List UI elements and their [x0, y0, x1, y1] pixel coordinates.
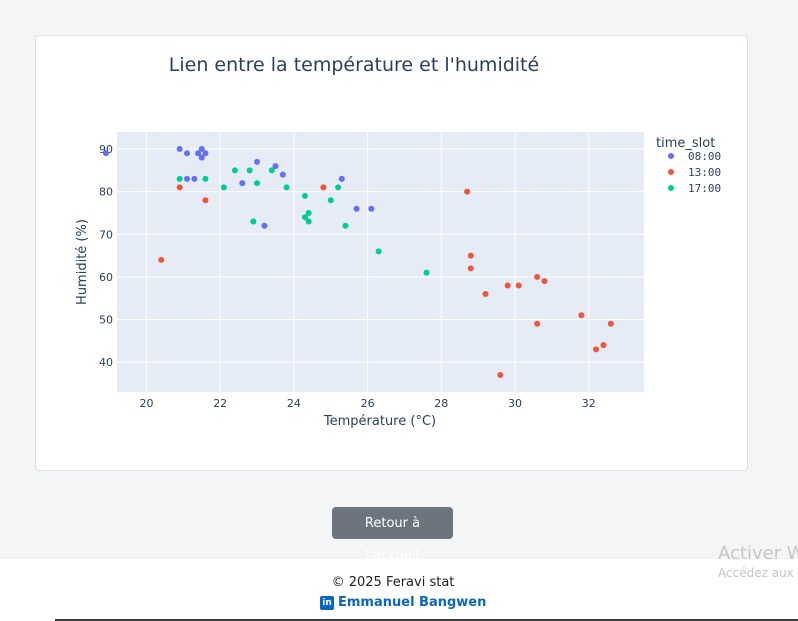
x-tick-label: 22 [213, 397, 227, 410]
scatter-point-13:00[interactable] [607, 320, 614, 327]
scatter-point-17:00[interactable] [231, 167, 238, 174]
scatter-point-08:00[interactable] [191, 175, 198, 182]
x-tick-label: 28 [434, 397, 448, 410]
grid-lines [117, 132, 644, 392]
legend-item[interactable]: 08:00 [688, 150, 721, 163]
x-tick-label: 20 [139, 397, 153, 410]
x-axis-label: Température (°C) [323, 414, 436, 429]
scatter-point-17:00[interactable] [268, 167, 275, 174]
scatter-point-13:00[interactable] [497, 371, 504, 378]
scatter-point-13:00[interactable] [464, 188, 471, 195]
scatter-point-08:00[interactable] [338, 175, 345, 182]
legend-item[interactable]: 13:00 [688, 166, 721, 179]
legend[interactable]: time_slot 08:00 13:00 17:00 [656, 136, 721, 195]
legend-marker [668, 185, 674, 191]
scatter-point-08:00[interactable] [195, 150, 202, 157]
scatter-point-13:00[interactable] [534, 273, 541, 280]
scatter-point-08:00[interactable] [261, 222, 268, 229]
chart-title: Lien entre la température et l'humidité [169, 54, 539, 76]
scatter-point-17:00[interactable] [250, 218, 257, 225]
scatter-point-13:00[interactable] [176, 184, 183, 191]
y-tick-label: 40 [99, 356, 113, 369]
x-tick-label: 26 [361, 397, 375, 410]
scatter-point-13:00[interactable] [467, 252, 474, 259]
x-tick-label: 32 [582, 397, 596, 410]
scatter-point-08:00[interactable] [176, 146, 183, 153]
author-link[interactable]: in Emmanuel Bangwen [320, 595, 486, 610]
scatter-point-08:00[interactable] [368, 205, 375, 212]
y-axis-ticks: 40 50 60 70 80 90 [99, 143, 113, 369]
scatter-point-17:00[interactable] [305, 218, 312, 225]
watermark-line-2: Accédez aux [718, 566, 794, 580]
y-tick-label: 70 [99, 228, 113, 241]
legend-item[interactable]: 17:00 [688, 182, 721, 195]
plot-area [117, 132, 644, 392]
author-name: Emmanuel Bangwen [338, 595, 487, 610]
scatter-point-13:00[interactable] [467, 265, 474, 272]
scatter-point-13:00[interactable] [202, 197, 209, 204]
chart-card: Lien entre la température et l'humidité … [35, 35, 748, 471]
scatter-point-17:00[interactable] [301, 192, 308, 199]
scatter-point-17:00[interactable] [220, 184, 227, 191]
data-points [102, 146, 614, 378]
y-tick-label: 80 [99, 186, 113, 199]
scatter-point-17:00[interactable] [246, 167, 253, 174]
scatter-point-08:00[interactable] [254, 158, 261, 165]
back-home-button[interactable]: Retour à l'accueil [332, 507, 453, 563]
copyright-text: © 2025 Feravi stat [331, 575, 455, 590]
taskbar-edge [55, 619, 798, 621]
scatter-point-13:00[interactable] [482, 290, 489, 297]
scatter-chart: Lien entre la température et l'humidité … [75, 54, 721, 429]
scatter-point-08:00[interactable] [272, 163, 279, 170]
x-axis-ticks: 20 22 24 26 28 30 32 [139, 397, 595, 410]
scatter-point-08:00[interactable] [184, 175, 191, 182]
scatter-point-08:00[interactable] [102, 150, 109, 157]
scatter-point-13:00[interactable] [158, 256, 165, 263]
y-axis-label: Humidité (%) [75, 219, 90, 305]
scatter-point-13:00[interactable] [534, 320, 541, 327]
scatter-point-17:00[interactable] [176, 175, 183, 182]
scatter-point-17:00[interactable] [375, 248, 382, 255]
scatter-point-17:00[interactable] [254, 180, 261, 187]
scatter-point-08:00[interactable] [198, 154, 205, 161]
scatter-point-17:00[interactable] [342, 222, 349, 229]
scatter-point-17:00[interactable] [327, 197, 334, 204]
y-tick-label: 50 [99, 314, 113, 327]
scatter-point-13:00[interactable] [515, 282, 522, 289]
scatter-point-13:00[interactable] [541, 278, 548, 285]
scatter-point-13:00[interactable] [504, 282, 511, 289]
scatter-point-17:00[interactable] [283, 184, 290, 191]
scatter-point-17:00[interactable] [202, 175, 209, 182]
scatter-point-08:00[interactable] [239, 180, 246, 187]
scatter-point-13:00[interactable] [578, 312, 585, 319]
legend-marker [668, 169, 674, 175]
legend-marker [668, 153, 674, 159]
scatter-point-13:00[interactable] [600, 342, 607, 349]
scatter-point-08:00[interactable] [184, 150, 191, 157]
scatter-point-13:00[interactable] [593, 346, 600, 353]
y-tick-label: 60 [99, 271, 113, 284]
linkedin-icon: in [320, 595, 334, 610]
scatter-point-08:00[interactable] [279, 171, 286, 178]
x-tick-label: 24 [287, 397, 301, 410]
scatter-point-17:00[interactable] [301, 214, 308, 221]
scatter-point-17:00[interactable] [335, 184, 342, 191]
scatter-point-17:00[interactable] [423, 269, 430, 276]
scatter-point-08:00[interactable] [202, 150, 209, 157]
activation-watermark: Activer W Accédez aux [718, 543, 798, 580]
x-tick-label: 30 [508, 397, 522, 410]
scatter-point-08:00[interactable] [198, 146, 205, 153]
y-tick-label: 90 [99, 143, 113, 156]
scatter-point-13:00[interactable] [320, 184, 327, 191]
watermark-line-1: Activer W [718, 543, 798, 564]
scatter-point-08:00[interactable] [353, 205, 360, 212]
legend-title: time_slot [656, 136, 715, 151]
scatter-point-17:00[interactable] [305, 209, 312, 216]
footer: © 2025 Feravi stat in Emmanuel Bangwen [0, 559, 798, 621]
